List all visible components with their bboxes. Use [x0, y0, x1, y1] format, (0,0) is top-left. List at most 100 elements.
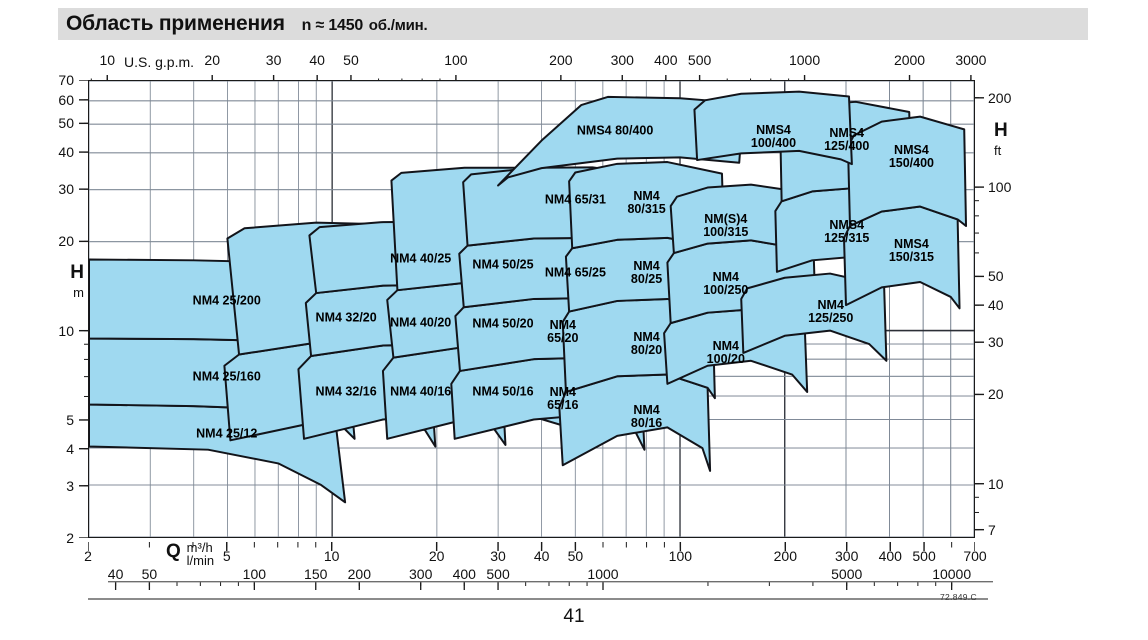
region-label: NM4 65/16 — [547, 384, 579, 412]
lmin-axis-ticks — [108, 578, 993, 590]
lmin-tick-label: 300 — [409, 566, 433, 582]
top-tick-label: 300 — [610, 52, 634, 68]
region-label: NM4 50/16 — [472, 384, 534, 399]
bottom-tick-label: 30 — [490, 548, 506, 564]
right-tick-label: 30 — [988, 334, 1004, 351]
bottom-tick-label: 40 — [533, 548, 550, 564]
right-axis-caption: H ft — [994, 120, 1008, 158]
bottom-tick-label: 300 — [835, 548, 859, 564]
page-number: 41 — [563, 606, 585, 627]
top-tick-label: 10 — [99, 52, 116, 68]
top-axis-caption: U.S. g.p.m. — [124, 54, 195, 70]
lmin-tick-label: 100 — [242, 566, 267, 582]
region-label: NM4 80/20 — [630, 330, 663, 358]
region-label: NMS4 150/400 — [888, 143, 935, 170]
h-unit-m: m — [73, 285, 84, 300]
left-tick-label: 20 — [58, 233, 74, 250]
region-label: NM4 80/16 — [630, 403, 663, 431]
bottom-tick-label: 700 — [963, 548, 987, 564]
right-tick-label: 50 — [988, 268, 1004, 285]
page-title-text: Область применения — [66, 12, 285, 35]
page-title: Область применения n ≈ 1450 об./мин. — [66, 10, 428, 38]
page-title-speed: n ≈ 1450 — [301, 17, 364, 34]
region-label: NMS4 125/400 — [824, 125, 870, 153]
h-symbol-right: H — [994, 120, 1008, 141]
top-tick-label: 500 — [687, 52, 712, 68]
region-label: NM4 65/31 — [544, 192, 606, 207]
lmin-tick-label: 10000 — [932, 566, 972, 582]
bottom-tick-label: 100 — [668, 548, 693, 564]
right-tick-label: 40 — [988, 297, 1004, 314]
lmin-tick-label: 200 — [347, 566, 371, 582]
right-tick-label: 7 — [988, 521, 996, 538]
top-tick-label: 40 — [309, 52, 325, 68]
left-tick-label: 60 — [58, 91, 74, 108]
region-label: NM4 25/12 — [196, 426, 258, 441]
bottom-axis-ticks — [87, 538, 976, 551]
top-tick-label: 2000 — [893, 52, 926, 68]
region-label: NM4 40/16 — [390, 384, 452, 399]
figure-code: 72.849.C — [940, 592, 977, 602]
region-label: NMS4 150/315 — [888, 237, 935, 265]
left-tick-label: 40 — [58, 144, 74, 161]
region-label: NM4 125/250 — [808, 297, 854, 325]
lmin-tick-label: 400 — [452, 566, 476, 582]
bottom-tick-label: 5 — [222, 548, 231, 564]
left-axis-ticks — [79, 79, 88, 539]
region-label: NM4 80/25 — [630, 259, 663, 287]
bottom-tick-label: 400 — [878, 548, 902, 564]
right-tick-label: 100 — [988, 179, 1012, 196]
left-tick-label: 3 — [66, 477, 74, 494]
bottom-tick-label: 200 — [773, 548, 797, 564]
region-label: NM4 65/25 — [544, 265, 606, 280]
top-tick-label: 1000 — [788, 52, 821, 68]
region-label: NM4 25/200 — [192, 293, 261, 308]
region-label: NM4 100/20 — [706, 339, 745, 367]
region-label: NM(S)4 100/315 — [703, 212, 749, 240]
region-label: NMS4 100/400 — [750, 122, 797, 150]
region-label: NMS4 125/315 — [824, 218, 870, 246]
region-label: NM4 32/20 — [315, 310, 377, 325]
h-symbol-left: H — [70, 262, 84, 283]
top-tick-label: 200 — [549, 52, 573, 68]
top-tick-label: 30 — [265, 52, 282, 68]
region-label: NM4 50/25 — [472, 257, 534, 272]
left-tick-label: 4 — [66, 440, 74, 457]
page-title-speed-unit: об./мин. — [368, 17, 428, 34]
left-tick-label: 30 — [58, 181, 74, 198]
lmin-tick-label: 5000 — [831, 566, 863, 582]
region-label: NM4 40/20 — [390, 315, 452, 330]
lmin-tick-label: 150 — [304, 566, 328, 582]
top-tick-label: 400 — [654, 52, 678, 68]
top-tick-label: 20 — [204, 52, 220, 68]
q-unit-lmin: l/min — [186, 553, 215, 568]
right-tick-label: 200 — [988, 89, 1012, 106]
region-label: NM4 65/20 — [547, 317, 579, 345]
right-tick-label: 10 — [988, 475, 1004, 492]
top-axis-ticks — [88, 71, 975, 84]
top-tick-label: 50 — [343, 52, 359, 68]
top-tick-label: 100 — [444, 52, 468, 68]
region-label: NM4 32/16 — [315, 384, 377, 399]
footer-rule — [88, 598, 988, 600]
bottom-tick-label: 500 — [912, 548, 936, 564]
top-tick-label: 3000 — [955, 52, 987, 68]
lmin-tick-label: 500 — [486, 566, 510, 582]
bottom-tick-label: 2 — [84, 548, 92, 564]
left-axis-caption: H m — [60, 262, 84, 300]
lmin-tick-label: 50 — [141, 566, 158, 582]
region-label: NM4 40/25 — [390, 251, 452, 266]
header-band — [58, 8, 1088, 40]
right-tick-label: 20 — [988, 386, 1004, 403]
q-unit-m3h: m³/h — [186, 540, 213, 555]
right-axis-ticks — [975, 80, 984, 538]
bottom-axis-caption: Q m³/h l/min — [166, 541, 214, 567]
bottom-tick-label: 20 — [428, 548, 445, 564]
q-symbol: Q — [166, 541, 181, 562]
left-tick-label: 10 — [58, 322, 74, 339]
left-tick-label: 5 — [66, 411, 74, 428]
left-tick-label: 70 — [58, 72, 74, 88]
lmin-tick-label: 1000 — [587, 566, 619, 582]
bottom-tick-label: 10 — [323, 548, 340, 564]
region-label: NM4 100/250 — [703, 269, 749, 297]
